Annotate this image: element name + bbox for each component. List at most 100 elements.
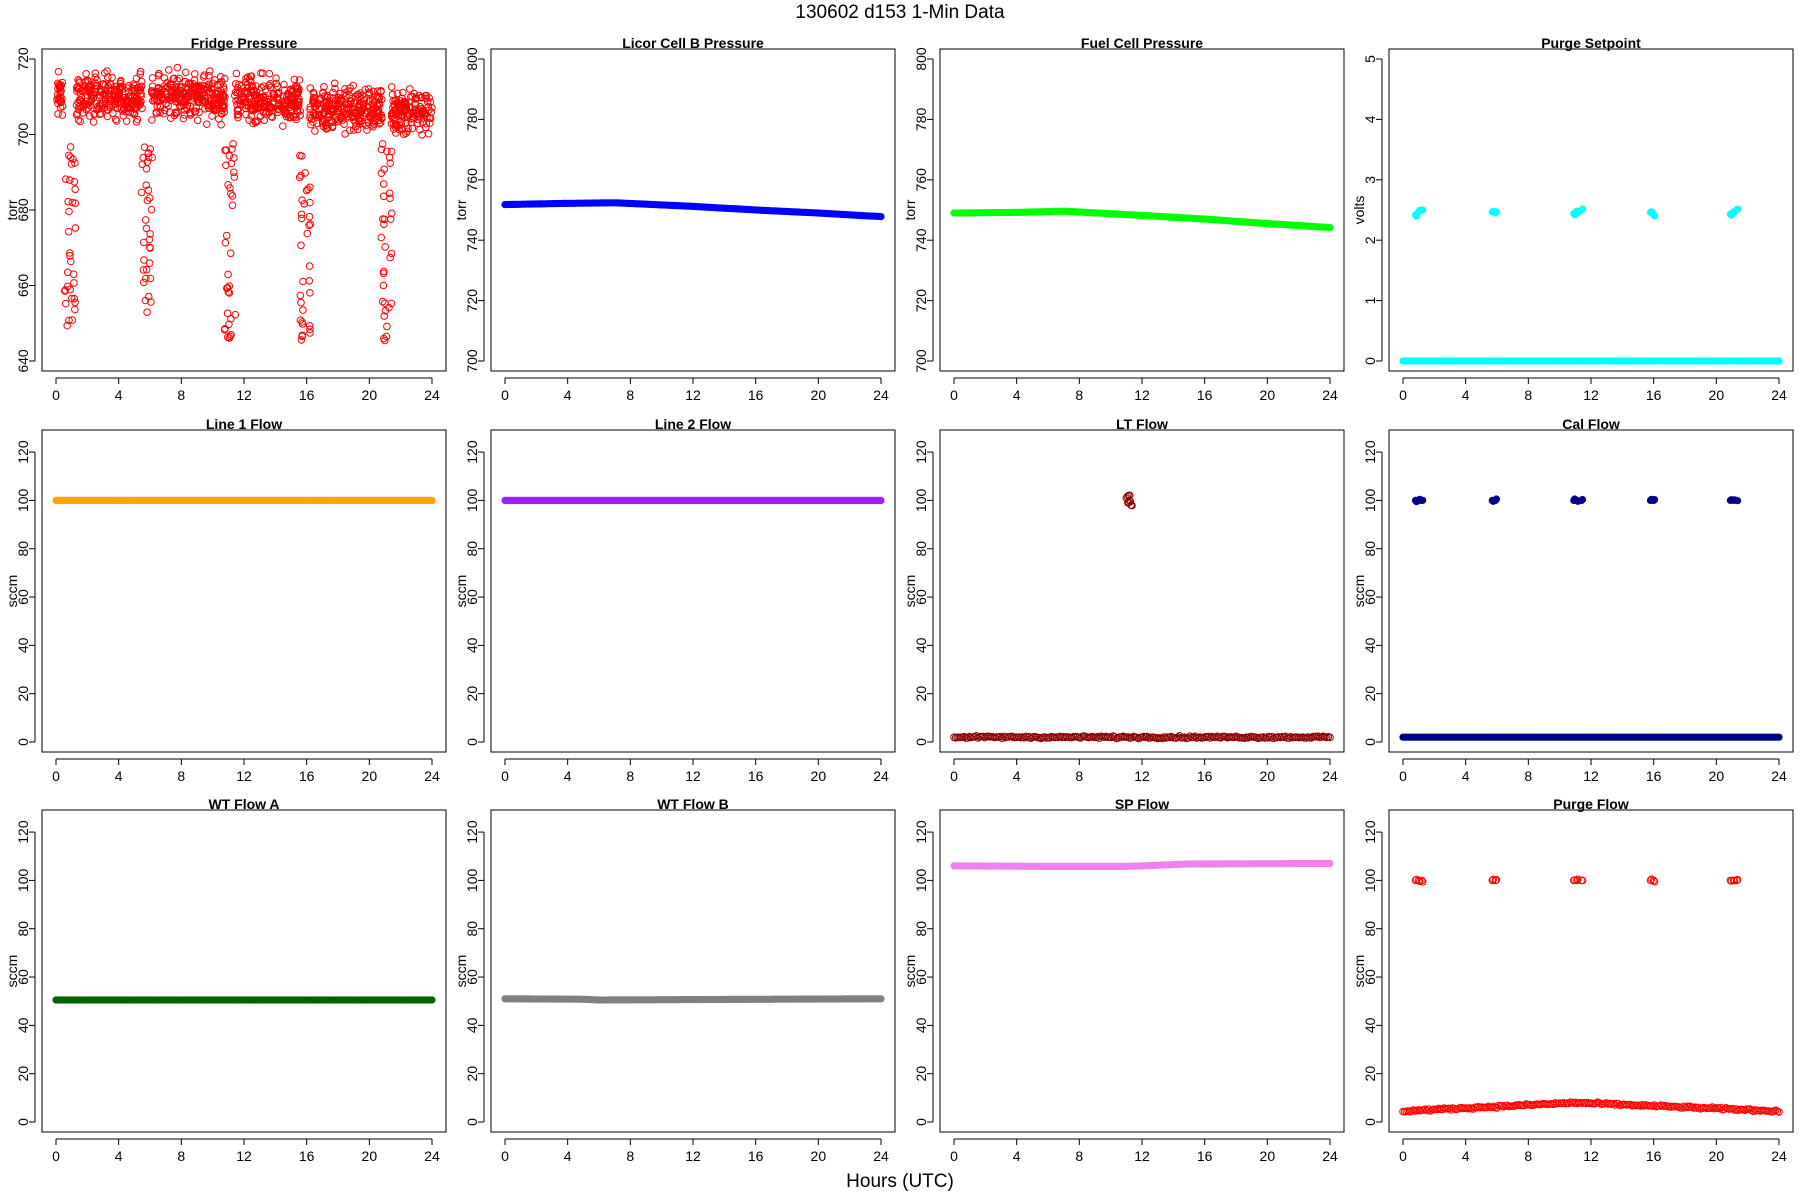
- data-point: [150, 92, 159, 100]
- data-point: [377, 145, 386, 154]
- data-point: [60, 287, 69, 295]
- data-point: [365, 97, 373, 105]
- data-point: [378, 140, 387, 148]
- y-axis: 0 20 40 60 80 100 120: [1362, 820, 1383, 1126]
- data-point: [175, 89, 183, 98]
- y-tick-label: 680: [15, 198, 31, 222]
- data-point: [232, 69, 241, 78]
- data-point: [250, 103, 259, 112]
- y-tick-label: 700: [15, 123, 31, 147]
- data-point: [1426, 1107, 1435, 1115]
- data-point: [261, 110, 270, 118]
- data-point: [129, 80, 138, 88]
- data-point: [145, 194, 154, 202]
- panel-licor-cell-b-pressure: Licor Cell B Pressure torr 0 4 8 12 16 20 24 700 7…: [453, 35, 896, 403]
- data-point: [115, 86, 124, 94]
- data-point: [224, 288, 233, 296]
- data-point: [378, 297, 387, 306]
- x-tick-label: 16: [1646, 387, 1662, 403]
- data-point: [376, 118, 385, 127]
- x-tick-label: 0: [950, 387, 958, 403]
- data-point: [248, 82, 257, 90]
- x-tick-label: 20: [811, 768, 827, 784]
- data-point: [297, 171, 305, 180]
- data-point: [65, 207, 73, 216]
- data-point: [76, 117, 84, 126]
- data-point: [1578, 205, 1587, 213]
- main-title: 130602 d153 1-Min Data: [795, 2, 1005, 23]
- plot-frame: [490, 48, 896, 372]
- data-point: [126, 108, 135, 117]
- data-point: [399, 88, 407, 97]
- data-point: [193, 93, 201, 102]
- x-tick-label: 12: [685, 387, 701, 403]
- data-point: [200, 71, 208, 80]
- data-point: [301, 169, 309, 177]
- x-tick-label: 24: [424, 387, 440, 403]
- data-point: [390, 115, 398, 123]
- data-point: [173, 63, 182, 72]
- data-point: [380, 220, 388, 228]
- y-axis: 0 20 40 60 80 100 120: [464, 820, 485, 1126]
- data-point: [328, 105, 337, 113]
- data-point: [146, 243, 154, 252]
- y-tick-label: 100: [1362, 489, 1378, 513]
- y-tick-label: 100: [913, 489, 929, 513]
- data-point: [353, 125, 362, 134]
- y-tick-label: 120: [1362, 440, 1378, 464]
- x-tick-label: 16: [299, 768, 315, 784]
- x-tick-label: 24: [1771, 1148, 1787, 1164]
- data-point: [229, 140, 237, 148]
- data-point: [157, 90, 166, 99]
- data-point: [172, 84, 180, 92]
- plot-svg: SP Flow sccm 0 4 8 12 16 20 24 0 20 40 60 80 100 120: [902, 796, 1345, 1164]
- data-point: [70, 178, 79, 186]
- data-point: [385, 153, 394, 162]
- data-point: [227, 189, 235, 198]
- data-point: [1578, 495, 1587, 504]
- data-point: [1419, 206, 1427, 214]
- data-point: [386, 194, 394, 203]
- data-point: [381, 336, 389, 345]
- data-point: [97, 88, 105, 97]
- data-point: [215, 115, 223, 123]
- x-tick-label: 0: [501, 768, 509, 784]
- data-point: [244, 92, 253, 101]
- data-point: [156, 108, 164, 117]
- data-point: [309, 97, 317, 106]
- data-point: [61, 299, 70, 308]
- y-tick-label: 800: [464, 47, 480, 71]
- data-point: [142, 224, 151, 233]
- data-point: [386, 159, 395, 167]
- y-tick-label: 740: [464, 228, 480, 252]
- data-point: [224, 270, 232, 279]
- data-point: [184, 79, 193, 88]
- y-tick-label: 720: [464, 289, 480, 313]
- panel-title: Line 2 Flow: [655, 416, 731, 432]
- data-point: [380, 215, 389, 224]
- data-point: [194, 93, 203, 101]
- data-point: [71, 199, 80, 207]
- data-point: [191, 70, 199, 78]
- data-point: [380, 312, 389, 320]
- data-point: [74, 105, 83, 114]
- x-tick-label: 20: [1260, 387, 1276, 403]
- y-tick-label: 700: [464, 349, 480, 373]
- data-point: [381, 299, 389, 307]
- data-point: [1492, 495, 1500, 503]
- data-point: [133, 115, 142, 124]
- y-tick-label: 40: [464, 1017, 480, 1033]
- data-point: [1578, 876, 1587, 885]
- data-point: [242, 110, 250, 119]
- data-point: [877, 213, 885, 221]
- x-tick-label: 0: [950, 1148, 958, 1164]
- data-point: [141, 296, 150, 305]
- data-point: [66, 249, 74, 257]
- y-tick-label: 1: [1362, 296, 1378, 304]
- data-point: [338, 116, 347, 124]
- data-point: [877, 496, 885, 504]
- data-point: [206, 67, 214, 75]
- data-point: [233, 106, 242, 114]
- data-point: [259, 82, 268, 91]
- data-point: [1682, 1102, 1691, 1111]
